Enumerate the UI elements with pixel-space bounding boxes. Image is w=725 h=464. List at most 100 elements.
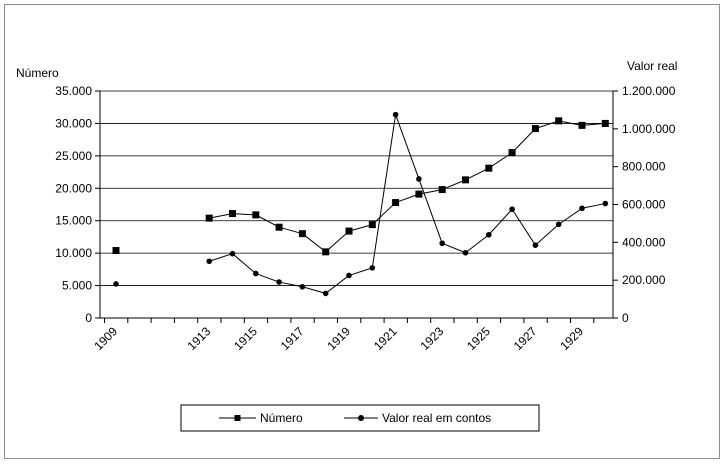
series-1-segment [279, 281, 303, 288]
series-0-point [392, 199, 400, 207]
series-0-point [275, 223, 283, 231]
series-1-segment [255, 273, 280, 283]
series-0-segment [209, 213, 233, 219]
y-left-tick-label: 30.000 [55, 116, 92, 130]
series-1-segment [465, 234, 490, 254]
x-tick-label: 1927 [511, 324, 540, 353]
x-tick-label: 1917 [278, 324, 307, 353]
series-1-point [299, 283, 306, 290]
series-0-point [578, 121, 586, 129]
y-left-tick-label: 25.000 [55, 149, 92, 163]
legend-label-valor: Valor real em contos [382, 411, 491, 425]
series-1-point [253, 270, 259, 277]
series-0-segment [348, 224, 373, 232]
series-1-point [416, 176, 422, 182]
x-ticks: 1909 1913 1915 1917 1919 1921 1923 1925 1927 1929 [91, 318, 595, 353]
y-left-tick-label: 20.000 [55, 181, 92, 195]
series-1-point [439, 240, 446, 247]
series-0-segment [488, 152, 513, 169]
x-tick-label: 1919 [324, 324, 353, 353]
series-0-point [462, 176, 469, 184]
series-0-segment [395, 193, 420, 204]
series-1-point [462, 249, 469, 256]
legend-marker-circle [358, 415, 364, 421]
series-0-segment [581, 122, 606, 126]
series-0-point [112, 247, 120, 255]
series-1-segment [302, 286, 326, 294]
series-1-segment [511, 208, 536, 246]
series-1-point [392, 111, 399, 118]
y-left-tick-label: 15.000 [55, 214, 92, 228]
series-1-segment [581, 203, 606, 209]
series-0-point [345, 227, 353, 235]
series-0-segment [255, 214, 280, 228]
x-tick-label: 1925 [464, 324, 493, 353]
y-left-tick-label: 35.000 [55, 84, 92, 98]
series-0-point [531, 125, 539, 133]
series-0-point [298, 230, 306, 238]
y-right-tick-label: 0 [622, 311, 629, 325]
series-1-point [555, 221, 562, 228]
x-tick-label: 1913 [185, 324, 214, 353]
series-0-segment [371, 202, 396, 225]
legend-label-numero: Número [260, 411, 303, 425]
series-0-point [438, 186, 446, 194]
y-right-tick-label: 800.000 [622, 160, 666, 174]
series-0-point [415, 190, 423, 198]
y-left-axis-label: Número [16, 66, 59, 80]
series-1-segment [232, 253, 257, 274]
series-1-segment [488, 208, 513, 236]
legend: Número Valor real em contos [180, 404, 540, 432]
series-0-point [508, 149, 516, 157]
series-1-segment [442, 242, 466, 254]
series-0-point [485, 164, 493, 172]
series-1-point [229, 250, 236, 257]
gridlines [100, 90, 613, 286]
x-tick-label: 1921 [371, 324, 400, 353]
series-1-point [486, 231, 492, 238]
series-0-point [555, 117, 563, 125]
series-1-point [602, 200, 609, 207]
series-0-segment [465, 167, 490, 181]
series-1-point [113, 281, 119, 287]
legend-marker-square [234, 415, 241, 421]
series-0-point [229, 210, 236, 218]
x-tick-label: 1915 [231, 324, 260, 353]
series-0-point [368, 221, 376, 229]
chart-frame [4, 4, 720, 459]
series-1-segment [209, 253, 233, 262]
series-0-point [205, 214, 213, 222]
y-right-tick-label: 600.000 [622, 198, 666, 212]
series-1-point [276, 279, 282, 285]
series-0-segment [302, 233, 327, 253]
series-0-segment [511, 128, 536, 153]
series-1-point [346, 272, 352, 279]
y-right-ticks: 0 200.000 400.000 600.000 800.000 1.000.000 1.… [613, 84, 676, 325]
y-left-tick-label: 5.000 [62, 279, 92, 293]
series-0-point [601, 119, 609, 127]
y-right-tick-label: 1.200.000 [622, 84, 676, 98]
series-0-segment [325, 230, 350, 253]
series-group [112, 111, 609, 297]
series-1-segment [371, 114, 397, 268]
series-1-point [509, 206, 515, 213]
series-0-segment [442, 179, 466, 191]
series-0-segment [278, 226, 303, 235]
series-0-segment [418, 189, 443, 195]
series-0-segment [232, 213, 256, 216]
x-tick-label: 1909 [91, 324, 120, 353]
series-0-point [322, 248, 330, 256]
x-tick-label: 1923 [418, 324, 447, 353]
series-1-segment [418, 178, 443, 244]
series-1-segment [558, 207, 583, 225]
y-left-ticks: 0 5.000 10.000 15.000 20.000 25.000 30.000 35.0… [55, 84, 100, 325]
x-tick-label: 1929 [557, 324, 586, 353]
series-1-point [579, 205, 585, 212]
series-1-point [206, 258, 212, 265]
y-left-tick-label: 0 [85, 311, 92, 325]
series-0-segment [535, 120, 559, 130]
series-1-segment [535, 223, 560, 246]
y-right-axis-label: Valor real [627, 59, 677, 73]
